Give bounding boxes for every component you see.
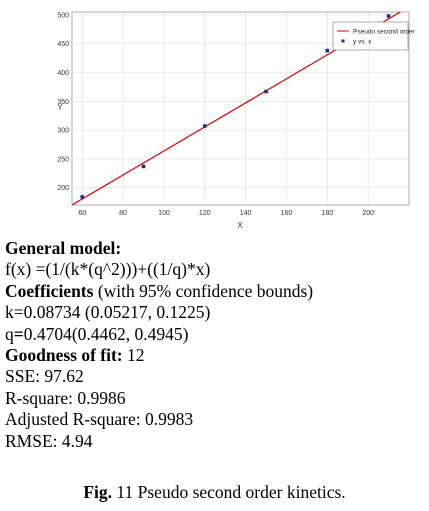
fit-results: General model: f(x) =(1/(k*(q^2)))+((1/q…: [5, 238, 425, 452]
coefficients-note: (with 95% confidence bounds): [93, 280, 314, 301]
caption-number: 11: [112, 482, 134, 502]
goodness-line: Goodness of fit: 12: [5, 345, 425, 366]
grid: [72, 12, 409, 205]
y-tick-label: 400: [57, 70, 69, 77]
sse-value: SSE: 97.62: [5, 366, 84, 387]
y-tick-label: 450: [57, 41, 69, 48]
q-prefix: q: [5, 323, 14, 344]
legend-label-fit: Pseudo second order: [353, 29, 416, 36]
x-tick-label: 200: [362, 210, 374, 217]
y-tick-label: 200: [57, 185, 69, 192]
legend-box: [332, 21, 409, 51]
data-point: [264, 89, 268, 94]
q-coefficient: q=0.4704(0.4462, 0.4945): [5, 324, 425, 345]
y-tick-label: 350: [57, 99, 69, 106]
x-tick-labels: 60 80 100 120 140 160 180 200: [78, 210, 374, 217]
adjusted-rsquare-value: Adjusted R-square: 0.9983: [5, 409, 194, 430]
data-point: [202, 124, 207, 128]
rmse-value: RMSE: 4.94: [5, 430, 93, 451]
k-coefficient: k=0.08734 (0.05217, 0.1225): [5, 302, 211, 323]
x-tick-label: 160: [281, 210, 293, 217]
q-equals: =: [13, 323, 24, 344]
legend-point-marker: [341, 39, 345, 43]
x-tick-label: 180: [321, 210, 333, 217]
x-tick-label: 80: [119, 210, 127, 217]
y-tick-label: 300: [57, 128, 69, 135]
goodness-value: 12: [122, 345, 145, 366]
data-point: [80, 195, 85, 199]
coefficients-line: Coefficients (with 95% confidence bounds…: [5, 281, 425, 302]
x-tick-label: 60: [78, 210, 86, 217]
caption-text: Pseudo second order kinetics.: [133, 482, 346, 502]
goodness-label: Goodness of fit:: [5, 345, 123, 366]
rsquare-value: R-square: 0.9986: [5, 387, 126, 408]
y-tick-label: 250: [57, 156, 69, 163]
data-points: [80, 14, 391, 199]
figure-caption: Fig. 11 Pseudo second order kinetics.: [0, 482, 429, 503]
q-value: 0.4704(0.4462, 0.4945): [23, 323, 189, 344]
coefficients-label: Coefficients: [5, 280, 94, 301]
y-axis-label: Y: [57, 103, 63, 112]
x-tick-label: 120: [199, 210, 211, 217]
chart: 60 80 100 120 140 160 180 200 200 250 300 350 400 45…: [57, 11, 416, 230]
legend: Pseudo second order y vs. x: [332, 21, 416, 51]
legend-label-data: y vs. x: [353, 39, 372, 46]
x-axis-label: X: [237, 221, 243, 230]
x-tick-label: 140: [240, 210, 252, 217]
y-tick-labels: 200 250 300 350 400 450 500: [57, 12, 69, 192]
caption-label: Fig.: [83, 482, 113, 502]
x-tick-label: 100: [158, 210, 170, 217]
model-formula: f(x) =(1/(k*(q^2)))+((1/q)*x): [5, 259, 211, 280]
data-point: [325, 48, 330, 53]
data-point: [386, 14, 391, 18]
data-point: [141, 164, 146, 169]
general-model-label: General model:: [5, 238, 122, 258]
y-tick-label: 500: [57, 12, 69, 19]
